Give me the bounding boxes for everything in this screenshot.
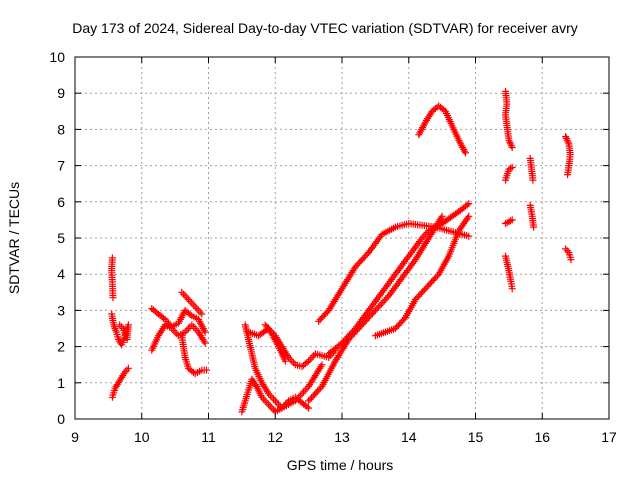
y-tick-label: 5	[57, 230, 65, 246]
satellite-track	[108, 364, 132, 401]
satellite-track	[245, 325, 339, 370]
satellite-track	[108, 254, 117, 302]
track-points	[526, 201, 538, 231]
track-points	[526, 154, 537, 184]
track-points	[502, 87, 516, 151]
track-points	[315, 220, 473, 325]
track-points	[502, 252, 516, 293]
y-tick-label: 9	[57, 85, 65, 101]
satellite-track	[371, 212, 473, 340]
track-points	[261, 321, 289, 365]
track-points	[241, 321, 326, 412]
satellite-track	[241, 321, 326, 412]
satellite-track	[415, 102, 469, 157]
satellite-track	[502, 87, 516, 151]
y-tick-label: 4	[57, 266, 65, 282]
x-tick-label: 11	[201, 429, 216, 445]
x-tick-label: 17	[601, 429, 617, 445]
x-tick-label: 12	[267, 429, 283, 445]
y-tick-label: 6	[57, 194, 65, 210]
track-points	[108, 254, 117, 302]
y-tick-label: 10	[49, 49, 65, 65]
satellite-track	[526, 201, 538, 231]
track-points	[562, 133, 574, 179]
satellite-track	[178, 288, 206, 318]
track-points	[178, 288, 206, 318]
track-points	[148, 305, 209, 336]
satellite-track	[148, 305, 209, 336]
y-tick-label: 1	[57, 375, 65, 391]
track-points	[245, 325, 339, 370]
x-tick-label: 14	[401, 429, 417, 445]
track-points	[305, 212, 446, 405]
satellite-track	[562, 133, 574, 179]
x-tick-label: 15	[468, 429, 484, 445]
satellite-track	[562, 245, 575, 264]
satellite-track	[502, 163, 516, 184]
satellite-track	[238, 375, 313, 416]
x-axis-label: GPS time / hours	[287, 457, 394, 473]
y-tick-label: 3	[57, 302, 65, 318]
satellite-track	[526, 154, 537, 184]
track-points	[562, 245, 575, 264]
track-points	[502, 216, 516, 227]
satellite-track	[178, 332, 210, 378]
y-axis-label: SDTVAR / TECUs	[6, 182, 22, 294]
satellite-track	[502, 216, 516, 227]
track-points	[325, 227, 433, 358]
x-tick-label: 16	[534, 429, 550, 445]
x-tick-label: 10	[134, 429, 150, 445]
chart-title: Day 173 of 2024, Sidereal Day-to-day VTE…	[72, 20, 578, 36]
grid-lines	[75, 57, 609, 419]
satellite-track	[425, 200, 473, 235]
track-points	[425, 200, 473, 235]
track-points	[415, 102, 469, 157]
y-tick-label: 2	[57, 339, 65, 355]
data-points	[108, 87, 575, 416]
satellite-track	[108, 310, 132, 349]
track-points	[108, 310, 132, 349]
y-tick-label: 0	[57, 411, 65, 427]
satellite-track	[315, 220, 473, 325]
satellite-track	[261, 321, 289, 365]
y-tick-label: 8	[57, 121, 65, 137]
satellite-track	[305, 212, 446, 405]
track-points	[108, 364, 132, 401]
y-tick-label: 7	[57, 158, 65, 174]
x-tick-label: 9	[71, 429, 79, 445]
track-points	[178, 332, 210, 378]
track-points	[238, 375, 313, 416]
x-tick-label: 13	[334, 429, 350, 445]
satellite-track	[502, 252, 516, 293]
track-points	[371, 212, 473, 340]
track-points	[502, 163, 516, 184]
satellite-track	[325, 227, 433, 358]
